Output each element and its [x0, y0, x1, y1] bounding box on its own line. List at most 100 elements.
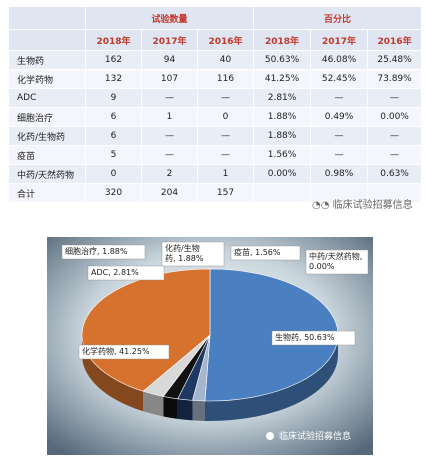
- table-cell: —: [141, 126, 198, 146]
- pie-slice-side: [143, 391, 164, 417]
- slice-label-box: [78, 344, 170, 360]
- table-cell: 5: [85, 145, 142, 165]
- year-header: 2018年: [253, 29, 312, 51]
- watermark-text: 临床试验招募信息: [279, 430, 351, 442]
- year-header: 2017年: [310, 29, 369, 51]
- slice-label-box: [61, 244, 146, 260]
- slice-label: 中药/天然药物,: [309, 251, 362, 261]
- table-row: 化学药物 132 107 116 41.25% 52.45% 73.89%: [8, 69, 423, 89]
- slice-label-box: [305, 249, 369, 275]
- trials-table: 试验数量 百分比 2018年 2017年 2016年 2018年 2017年 2…: [8, 6, 423, 203]
- table-cell: —: [310, 126, 369, 146]
- table-cell: 6: [85, 126, 142, 146]
- table-row: 化药/生物药 6— —1.88% — —: [8, 126, 423, 146]
- table-cell: 162: [85, 50, 142, 70]
- year-header: 2016年: [367, 29, 423, 51]
- table-cell: —: [141, 145, 198, 165]
- slice-label-box: [271, 330, 356, 346]
- pie-slice-side: [163, 396, 178, 419]
- table-row: 细胞治疗 6 1 0 1.88% 0.49% 0.00%: [8, 107, 423, 127]
- table-cell: 46.08%: [310, 50, 369, 70]
- table-cell: 157: [196, 183, 255, 203]
- table-cell: 25.48%: [367, 50, 423, 70]
- table-cell: —: [196, 88, 255, 108]
- slice-label: ADC, 2.81%: [91, 268, 139, 277]
- slice-label: 化药/生物: [165, 243, 200, 253]
- table-cell: 0: [196, 107, 255, 127]
- pie-slice-side: [82, 335, 144, 412]
- table-cell: 1: [196, 164, 255, 184]
- slice-label: 化学药物, 41.25%: [82, 346, 150, 356]
- table-cell: —: [196, 126, 255, 146]
- row-label: 生物药: [8, 50, 86, 70]
- table-cell: 116: [196, 69, 255, 89]
- pie-slice-side: [192, 400, 205, 421]
- table-cell: 94: [141, 50, 198, 70]
- table-cell: [310, 183, 369, 203]
- pie-chart-container: 生物药, 50.63% 中药/天然药物, 0.00% 疫苗, 1.56% 化药/生物 药,…: [47, 237, 373, 455]
- table-row: 疫苗 5— —1.56% — —: [8, 145, 423, 165]
- table-cell: 52.45%: [310, 69, 369, 89]
- table-cell: 40: [196, 50, 255, 70]
- table-cell: 1: [141, 107, 198, 127]
- table-cell: —: [196, 145, 255, 165]
- table-cell: [367, 183, 423, 203]
- row-label: 合计: [8, 183, 86, 203]
- header-blank-2: [8, 29, 86, 51]
- table-cell: —: [367, 126, 423, 146]
- row-label: 中药/天然药物: [8, 164, 86, 184]
- table-cell: 0.49%: [310, 107, 369, 127]
- table-cell: 2.81%: [253, 88, 312, 108]
- trials-table-container: 试验数量 百分比 2018年 2017年 2016年 2018年 2017年 2…: [8, 6, 423, 203]
- table-cell: 1.88%: [253, 107, 312, 127]
- watermark-text: 临床试验招募信息: [332, 200, 413, 211]
- table-cell: 107: [141, 69, 198, 89]
- pie-slice-side: [177, 398, 193, 421]
- table-cell: 204: [141, 183, 198, 203]
- header-percentage: 百分比: [253, 6, 423, 30]
- slice-label: 细胞治疗, 1.88%: [65, 246, 128, 256]
- year-header: 2016年: [196, 29, 255, 51]
- slice-label-box: [87, 265, 165, 281]
- table-cell: 50.63%: [253, 50, 312, 70]
- table-cell: —: [310, 88, 369, 108]
- slice-label: 生物药, 50.63%: [275, 332, 335, 342]
- slice-label: 疫苗, 1.56%: [234, 247, 281, 257]
- row-label: 化学药物: [8, 69, 86, 89]
- year-header: 2018年: [85, 29, 142, 51]
- row-label: 疫苗: [8, 145, 86, 165]
- table-cell: —: [141, 88, 198, 108]
- row-label: ADC: [8, 88, 86, 108]
- pie-chart: 生物药, 50.63% 中药/天然药物,0.00% 疫苗, 1.56% 化药/生物药,…: [47, 237, 373, 455]
- slice-label-box: [161, 241, 225, 267]
- table-cell: 0: [85, 164, 142, 184]
- table-cell: —: [367, 88, 423, 108]
- table-cell: 320: [85, 183, 142, 203]
- table-cell: [253, 183, 312, 203]
- table-row: ADC 9— —2.81% — —: [8, 88, 423, 108]
- table-cell: 6: [85, 107, 142, 127]
- table-body: 生物药 162 94 40 50.63% 46.08% 25.48% 化学药物 132 107 11…: [8, 50, 423, 203]
- table-row: 生物药 162 94 40 50.63% 46.08% 25.48%: [8, 50, 423, 70]
- table-cell: 132: [85, 69, 142, 89]
- watermark-top: ◔◔ 临床试验招募信息: [312, 196, 413, 211]
- wechat-icon: [266, 432, 274, 440]
- table-cell: 1.88%: [253, 126, 312, 146]
- row-label: 化药/生物药: [8, 126, 86, 146]
- slice-label: 0.00%: [309, 262, 335, 271]
- table-cell: 0.00%: [253, 164, 312, 184]
- header-blank: [8, 6, 86, 30]
- year-header: 2017年: [141, 29, 198, 51]
- table-cell: 1.56%: [253, 145, 312, 165]
- table-cell: 2: [141, 164, 198, 184]
- slice-label-box: [230, 245, 301, 261]
- pie-slice: [81, 268, 211, 392]
- table-cell: 0.63%: [367, 164, 423, 184]
- slice-label: 药, 1.88%: [165, 253, 204, 263]
- table-cell: —: [310, 145, 369, 165]
- table-cell: 41.25%: [253, 69, 312, 89]
- table-cell: 0.98%: [310, 164, 369, 184]
- table-cell: —: [367, 145, 423, 165]
- watermark-bottom: 临床试验招募信息: [266, 430, 351, 442]
- table-cell: 0.00%: [367, 107, 423, 127]
